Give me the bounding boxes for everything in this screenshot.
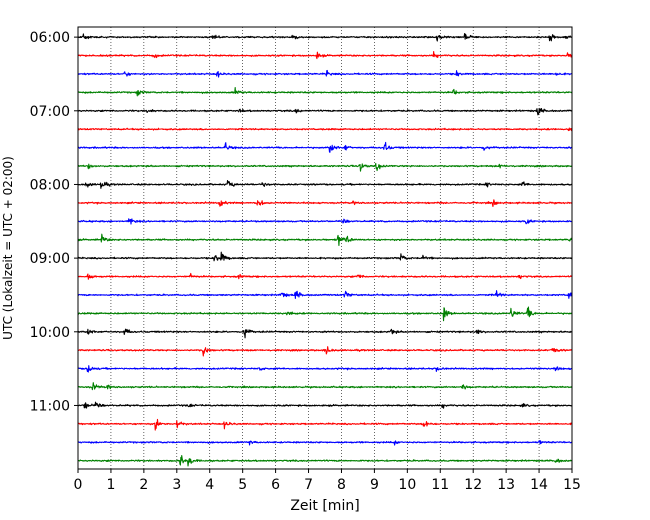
trace-line [77,87,573,97]
y-tick-label: 06:00 [30,30,70,46]
trace-line [77,233,573,247]
trace-line [77,251,573,262]
trace-line [77,346,573,357]
y-tick-label: 11:00 [30,398,70,414]
x-tick-label: 4 [205,477,214,493]
trace-line [77,272,573,280]
plot-frame [77,26,573,470]
trace-line [77,306,573,322]
x-tick-label: 3 [172,477,181,493]
x-axis-ticks: 0 1 2 3 4 5 6 7 8 9 10 11 12 13 14 15 [74,469,581,493]
trace-line [77,199,573,207]
x-tick-label: 2 [139,477,148,493]
trace-line [77,290,573,299]
trace-line [77,180,573,189]
x-tick-label: 5 [238,477,247,493]
x-tick-label: 8 [337,477,346,493]
trace-line [77,440,573,446]
trace-line [77,454,573,467]
y-axis-ticks: 06:00 07:00 08:00 09:00 10:00 11:00 [30,30,78,414]
trace-line [77,401,573,409]
x-tick-label: 0 [74,477,83,493]
x-tick-label: 13 [497,477,515,493]
trace-line [77,418,573,431]
x-axis-label: Zeit [min] [290,498,359,514]
trace-line [77,141,573,153]
y-axis-label: UTC (Lokalzeit = UTC + 02:00) [1,156,15,340]
x-tick-label: 9 [370,477,379,493]
y-tick-label: 07:00 [30,104,70,120]
x-tick-label: 12 [464,477,482,493]
trace-line [77,365,573,373]
x-tick-label: 14 [530,477,548,493]
trace-line [77,127,573,132]
trace-line [77,328,573,339]
x-tick-label: 11 [431,477,449,493]
trace-line [77,218,573,225]
y-tick-label: 08:00 [30,177,70,193]
trace-line [77,107,573,116]
y-tick-label: 10:00 [30,325,70,341]
x-tick-label: 7 [304,477,313,493]
trace-line [77,32,573,42]
x-tick-label: 1 [106,477,115,493]
y-tick-label: 09:00 [30,251,70,267]
x-tick-label: 15 [563,477,581,493]
seismic-traces [77,32,573,467]
trace-line [77,51,573,60]
trace-line [77,162,573,172]
x-tick-label: 10 [398,477,416,493]
trace-line [77,382,573,391]
x-tick-label: 6 [271,477,280,493]
trace-line [77,69,573,78]
